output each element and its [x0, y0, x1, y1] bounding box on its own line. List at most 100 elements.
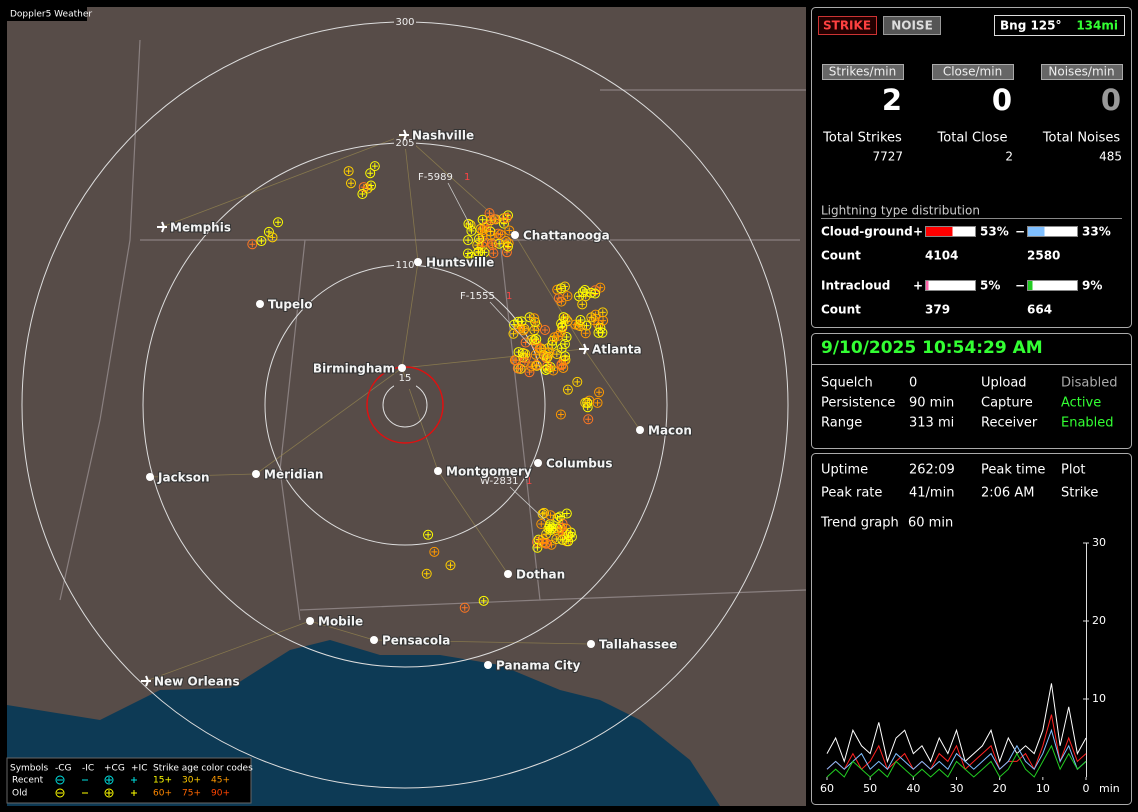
- strike-symbol: [592, 290, 599, 297]
- type-label: Intracloud: [821, 279, 890, 293]
- strike-symbol: [543, 531, 550, 538]
- strike-symbol: [447, 562, 454, 569]
- strike-symbol: [445, 560, 456, 571]
- strike-symbol: [573, 320, 584, 331]
- strike-symbol: [590, 288, 601, 299]
- strike-symbol: [267, 232, 278, 243]
- legend-symbol: [131, 790, 137, 796]
- rate-label: Noises/min: [1048, 65, 1114, 79]
- flash-count: 1: [526, 476, 532, 487]
- setting: Active: [1061, 396, 1101, 411]
- strike-symbol: [597, 284, 604, 291]
- bar-track: [925, 280, 976, 291]
- rate-button: [1041, 64, 1123, 80]
- city-label: Jackson: [157, 471, 210, 485]
- legend-symbol: [106, 777, 112, 783]
- strike-symbol: [512, 363, 523, 374]
- legend-symbol: [104, 775, 114, 785]
- airport-icon: [157, 221, 167, 233]
- strike-symbol: [558, 285, 565, 292]
- strike-symbol: [574, 378, 581, 385]
- city-dot: [252, 470, 260, 478]
- strike-symbol: [530, 317, 541, 328]
- strike-symbol: [369, 161, 380, 172]
- legend-row-label: Recent: [12, 776, 44, 786]
- map: [7, 7, 806, 806]
- strike-symbol: [484, 208, 495, 219]
- settings-panel: [811, 333, 1132, 449]
- bar-track: [1027, 226, 1078, 237]
- strike-symbol: [513, 357, 520, 364]
- strike-symbol: [586, 312, 597, 323]
- city-label: Dothan: [516, 568, 565, 582]
- strike-symbol: [545, 510, 556, 521]
- strike-symbol: [421, 568, 432, 579]
- strike-symbol: [521, 359, 528, 366]
- legend-header: +CG: [104, 764, 125, 774]
- city-dot: [504, 570, 512, 578]
- strike-symbol: [504, 225, 515, 236]
- strike-symbol: [565, 532, 572, 539]
- strike-symbol: [540, 364, 551, 375]
- city-label: Memphis: [170, 221, 231, 235]
- strike-symbol: [423, 529, 434, 540]
- strike-symbol: [343, 166, 354, 177]
- strike-symbol: [524, 367, 535, 378]
- strike-symbol: [579, 285, 590, 296]
- strike-symbol: [539, 324, 550, 335]
- strike-symbol: [478, 595, 489, 606]
- strike-symbol: [510, 330, 517, 337]
- flash-line: [447, 182, 471, 226]
- uptime-item: Uptime: [821, 463, 868, 478]
- strike-symbol: [502, 241, 513, 252]
- airport-icon: [579, 343, 589, 355]
- strike-symbol: [533, 336, 540, 343]
- strike-symbol: [562, 384, 573, 395]
- strike-symbol: [555, 295, 562, 302]
- brand: Doppler5 Weather: [10, 10, 92, 20]
- x-tick-label: 0: [1083, 782, 1090, 795]
- rate-value: 0: [1101, 83, 1121, 117]
- strike-symbol: [564, 386, 571, 393]
- strike-symbol: [371, 163, 378, 170]
- sign: −: [1015, 225, 1025, 239]
- strike-symbol: [533, 341, 540, 348]
- strike-symbol: [468, 253, 475, 260]
- legend-title: Strike age color codes: [153, 764, 253, 774]
- city-dot: [398, 364, 406, 372]
- city-label: Panama City: [496, 659, 581, 673]
- city-dot: [414, 258, 422, 266]
- strike-symbol: [582, 399, 589, 406]
- rate-button: [822, 64, 904, 80]
- legend-age: 45+: [211, 776, 230, 786]
- strike-symbol: [553, 351, 560, 358]
- range-rings: 300 205 110 15: [21, 16, 789, 789]
- strike-symbol: [472, 240, 483, 251]
- strike-symbol: [501, 212, 512, 223]
- strike-symbol: [501, 247, 512, 258]
- strike-symbol: [582, 330, 589, 337]
- setting: Upload: [981, 376, 1027, 391]
- strike-symbol: [368, 182, 375, 189]
- setting: 90 min: [909, 396, 954, 411]
- strike-symbol: [466, 225, 477, 236]
- rate-value: 2: [882, 83, 902, 117]
- total-label: Total Noises: [1042, 131, 1121, 146]
- strike-symbol: [477, 225, 488, 236]
- strike-symbol: [479, 216, 486, 223]
- strike-symbol: [596, 389, 603, 396]
- strike-button: [818, 16, 877, 35]
- strike-symbol: [554, 514, 561, 521]
- ring-label: 15: [399, 373, 412, 384]
- strike-symbol: [423, 570, 430, 577]
- strike-symbol: [559, 323, 566, 330]
- strike-symbol: [529, 313, 540, 324]
- city-label: Nashville: [412, 129, 474, 143]
- ring-label-bg: [394, 16, 416, 28]
- strike-symbol: [345, 178, 356, 189]
- trend-panel: [811, 453, 1132, 805]
- setting: Enabled: [1061, 416, 1114, 431]
- strike-symbol: [541, 326, 548, 333]
- total-value: 7727: [872, 150, 903, 164]
